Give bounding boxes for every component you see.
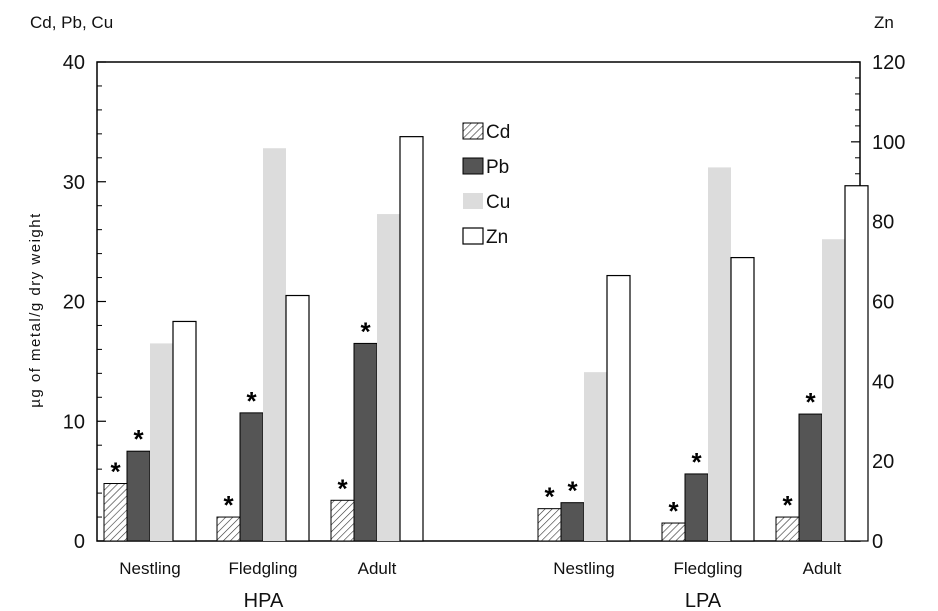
significance-star: * bbox=[360, 316, 371, 346]
left-tick-label: 40 bbox=[63, 52, 85, 74]
category-label: Fledgling bbox=[229, 559, 298, 578]
significance-star: * bbox=[223, 490, 234, 520]
left-tick-label: 10 bbox=[63, 411, 85, 433]
bar-lpa-fledgling-zn bbox=[730, 256, 755, 542]
left-tick-label: 30 bbox=[63, 172, 85, 194]
bar-lpa-adult-cd bbox=[775, 516, 800, 542]
bar-hpa-fledgling-cu bbox=[263, 148, 286, 541]
bar-lpa-fledgling-pb bbox=[684, 473, 709, 542]
legend-label-zn: Zn bbox=[486, 227, 508, 248]
significance-star: * bbox=[691, 447, 702, 477]
group-label: LPA bbox=[685, 590, 722, 611]
legend-swatch-cu bbox=[463, 193, 483, 209]
bar-hpa-nestling-cu bbox=[150, 343, 173, 541]
left-tick-label: 0 bbox=[74, 531, 85, 553]
category-label: Nestling bbox=[119, 559, 180, 578]
significance-star: * bbox=[805, 387, 816, 417]
bar-lpa-nestling-cu bbox=[584, 372, 607, 541]
bar-hpa-nestling-cd bbox=[103, 483, 128, 542]
y-axis-label: µg of metal/g dry weight bbox=[27, 212, 44, 408]
bar-lpa-fledgling-cu bbox=[708, 167, 731, 541]
bar-hpa-adult-cu bbox=[377, 214, 400, 541]
bar-lpa-adult-zn bbox=[844, 185, 869, 542]
right-tick-label: 60 bbox=[872, 292, 894, 314]
legend-swatch-cd bbox=[462, 122, 484, 140]
bar-lpa-nestling-cd bbox=[537, 508, 562, 542]
right-tick-label: 80 bbox=[872, 212, 894, 234]
significance-star: * bbox=[544, 482, 555, 512]
bar-hpa-fledgling-pb bbox=[239, 412, 264, 542]
legend-swatch-zn bbox=[462, 227, 484, 245]
bar-hpa-fledgling-cd bbox=[216, 516, 241, 542]
significance-star: * bbox=[246, 386, 257, 416]
right-tick-label: 40 bbox=[872, 371, 894, 393]
significance-star: * bbox=[110, 457, 121, 487]
significance-star: * bbox=[337, 473, 348, 503]
bar-hpa-nestling-zn bbox=[172, 320, 197, 542]
bar-hpa-nestling-pb bbox=[126, 450, 151, 542]
right-tick-label: 100 bbox=[872, 132, 905, 154]
significance-star: * bbox=[133, 424, 144, 454]
right-tick-label: 20 bbox=[872, 451, 894, 473]
bar-hpa-adult-zn bbox=[399, 136, 424, 542]
right-tick-label: 0 bbox=[872, 531, 883, 553]
bar-lpa-nestling-pb bbox=[560, 502, 585, 542]
bar-hpa-adult-pb bbox=[353, 342, 378, 542]
legend-label-pb: Pb bbox=[486, 157, 509, 178]
legend-label-cd: Cd bbox=[486, 122, 510, 143]
significance-star: * bbox=[782, 490, 793, 520]
right-tick-label: 120 bbox=[872, 52, 905, 74]
right-axis-title: Zn bbox=[874, 13, 894, 32]
category-label: Adult bbox=[803, 559, 842, 578]
left-axis-title: Cd, Pb, Cu bbox=[30, 13, 113, 32]
significance-star: * bbox=[567, 476, 578, 506]
bar-lpa-adult-cu bbox=[822, 239, 845, 542]
bar-lpa-nestling-zn bbox=[606, 274, 631, 542]
category-label: Nestling bbox=[553, 559, 614, 578]
legend-label-cu: Cu bbox=[486, 192, 510, 213]
bar-lpa-adult-pb bbox=[798, 413, 823, 542]
category-label: Fledgling bbox=[674, 559, 743, 578]
group-label: HPA bbox=[244, 590, 284, 611]
bar-hpa-adult-cd bbox=[330, 499, 355, 542]
category-label: Adult bbox=[358, 559, 397, 578]
legend-swatch-pb bbox=[462, 157, 484, 175]
left-tick-label: 20 bbox=[63, 292, 85, 314]
significance-star: * bbox=[668, 496, 679, 526]
bar-hpa-fledgling-zn bbox=[285, 294, 310, 542]
